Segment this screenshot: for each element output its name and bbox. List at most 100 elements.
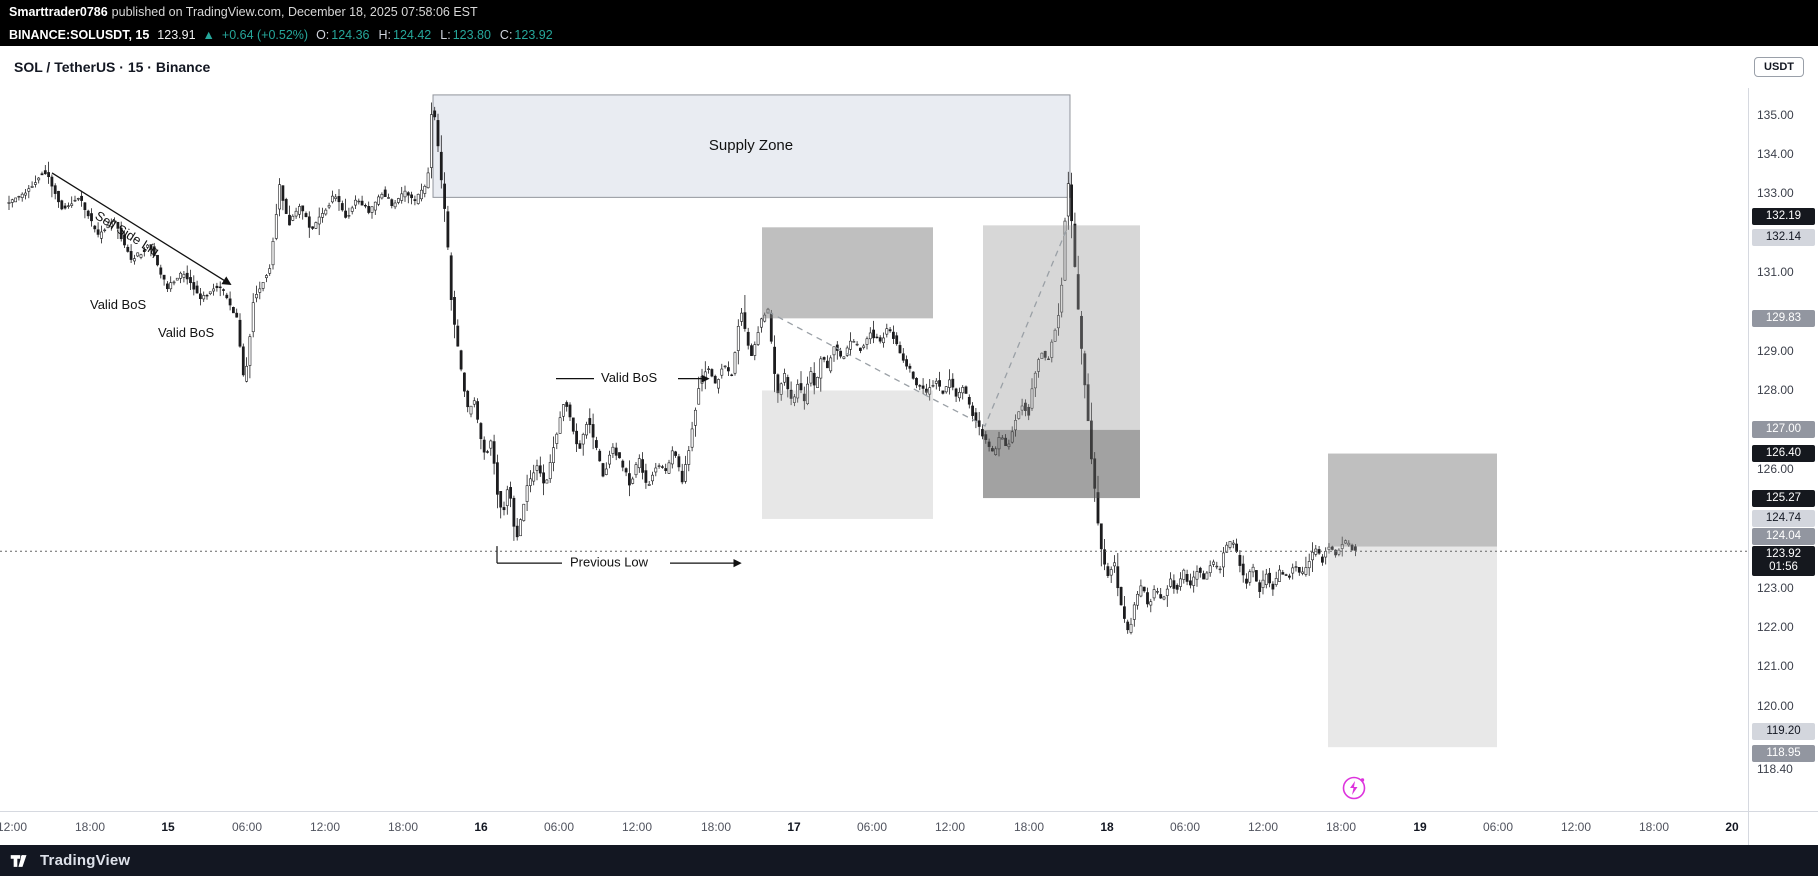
candle-body (100, 231, 103, 239)
price-tick: 128.00 (1757, 383, 1794, 398)
low-label: L: (440, 27, 451, 42)
candle-body (674, 451, 678, 456)
candle-body (459, 350, 463, 370)
candle-body (1050, 341, 1054, 358)
candle-body (251, 302, 255, 333)
publisher-username[interactable]: Smarttrader0786 (9, 4, 108, 19)
time-tick: 20 (1725, 820, 1739, 834)
price-badge: 119.20 (1752, 722, 1815, 740)
candle-body (17, 195, 21, 198)
candle-body (103, 229, 107, 232)
candle-body (693, 409, 697, 426)
supply-zone-label[interactable]: Supply Zone (709, 137, 793, 154)
bar-countdown: 01:56 (1769, 561, 1798, 574)
low-number: 123.80 (452, 27, 491, 42)
candle-body (1291, 567, 1295, 574)
gray-box-3[interactable] (1328, 453, 1497, 547)
candle-body (261, 282, 265, 289)
candle-body (109, 221, 113, 227)
candle-body (311, 226, 315, 229)
price-badge: 124.74 (1752, 510, 1815, 528)
candle-body (133, 258, 136, 262)
candle-body (895, 335, 899, 345)
candle-body (1066, 183, 1070, 217)
candle-body (1218, 568, 1222, 571)
candle-body (136, 252, 140, 257)
supply-zone[interactable] (432, 94, 1071, 198)
candle-body (545, 479, 549, 484)
valid-bos-label-1[interactable]: Valid BoS (90, 297, 146, 312)
candle-body (591, 424, 595, 438)
dark-box-2[interactable] (983, 429, 1140, 499)
candle-body (357, 200, 361, 203)
tradingview-brand[interactable]: TradingView (40, 852, 131, 869)
light-box-3[interactable] (1328, 546, 1497, 748)
candle-body (479, 423, 483, 440)
valid-bos-label-2[interactable]: Valid BoS (158, 325, 214, 340)
candle-body (472, 400, 476, 405)
candle-body (258, 288, 262, 293)
current-price-value: 123.92 (1765, 548, 1802, 561)
candle-body (552, 447, 555, 463)
candle-body (931, 385, 935, 387)
candle-body (898, 345, 902, 354)
candle-body (598, 450, 602, 462)
candle-body (624, 468, 628, 473)
candle-body (882, 337, 885, 344)
price-tick: 131.00 (1757, 265, 1794, 280)
candle-body (1288, 575, 1291, 578)
price-badge: 127.00 (1752, 421, 1815, 439)
candle-body (575, 430, 579, 445)
idea-marker[interactable] (1342, 776, 1366, 800)
price-tick: 126.00 (1757, 462, 1794, 477)
candle-body (753, 344, 757, 356)
time-tick: 18:00 (1638, 820, 1670, 834)
candle-body (1043, 350, 1047, 358)
candle-body (1146, 592, 1149, 605)
candle-body (677, 456, 681, 468)
valid-bos-label-3[interactable]: Valid BoS (601, 370, 657, 385)
candle-body (307, 216, 311, 228)
candle-body (90, 213, 93, 222)
candle-body (139, 254, 143, 258)
tradingview-logo-icon[interactable] (10, 852, 32, 870)
candle-body (96, 229, 100, 235)
previous-low-label[interactable]: Previous Low (570, 555, 649, 570)
sell-side-liq-line[interactable] (51, 172, 232, 286)
candle-body (829, 357, 833, 372)
candle-body (1109, 569, 1113, 576)
candle-body (948, 379, 951, 388)
publish-line: Smarttrader0786 published on TradingView… (0, 0, 1818, 23)
candle-body (396, 198, 400, 203)
candle-body (106, 224, 110, 228)
candle-body (281, 185, 285, 201)
structure-zigzag[interactable] (767, 230, 1067, 427)
light-box-1[interactable] (762, 390, 933, 519)
time-axis[interactable]: 12:00 18:00 15 06:00 12:00 18:00 16 06:00 12:00 1… (0, 811, 1748, 846)
symbol-name[interactable]: BINANCE:SOLUSDT, 15 (9, 27, 150, 42)
candle-body (1192, 576, 1196, 586)
candle-body (1086, 384, 1090, 422)
candle-body (1274, 578, 1278, 585)
candle-body (492, 441, 496, 464)
candle-body (146, 244, 150, 248)
candle-body (1321, 556, 1324, 563)
gray-box-2[interactable] (983, 225, 1140, 430)
candle-body (845, 347, 849, 356)
candle-body (1047, 358, 1050, 360)
currency-toggle-button[interactable]: USDT (1754, 57, 1804, 77)
candle-body (1024, 402, 1027, 411)
candle-body (918, 385, 922, 387)
candle-body (462, 372, 466, 392)
candle-body (515, 525, 519, 538)
zones-over (762, 225, 1497, 748)
candle-body (1324, 550, 1328, 558)
candle-body (149, 244, 153, 250)
candle-body (1162, 596, 1166, 600)
price-axis[interactable]: 135.00 134.00 133.00 131.00 129.00 128.00 126.… (1748, 88, 1818, 811)
candle-body (33, 182, 37, 185)
candle-body (423, 186, 427, 194)
gray-box-1[interactable] (762, 227, 933, 319)
candle-body (482, 439, 486, 453)
